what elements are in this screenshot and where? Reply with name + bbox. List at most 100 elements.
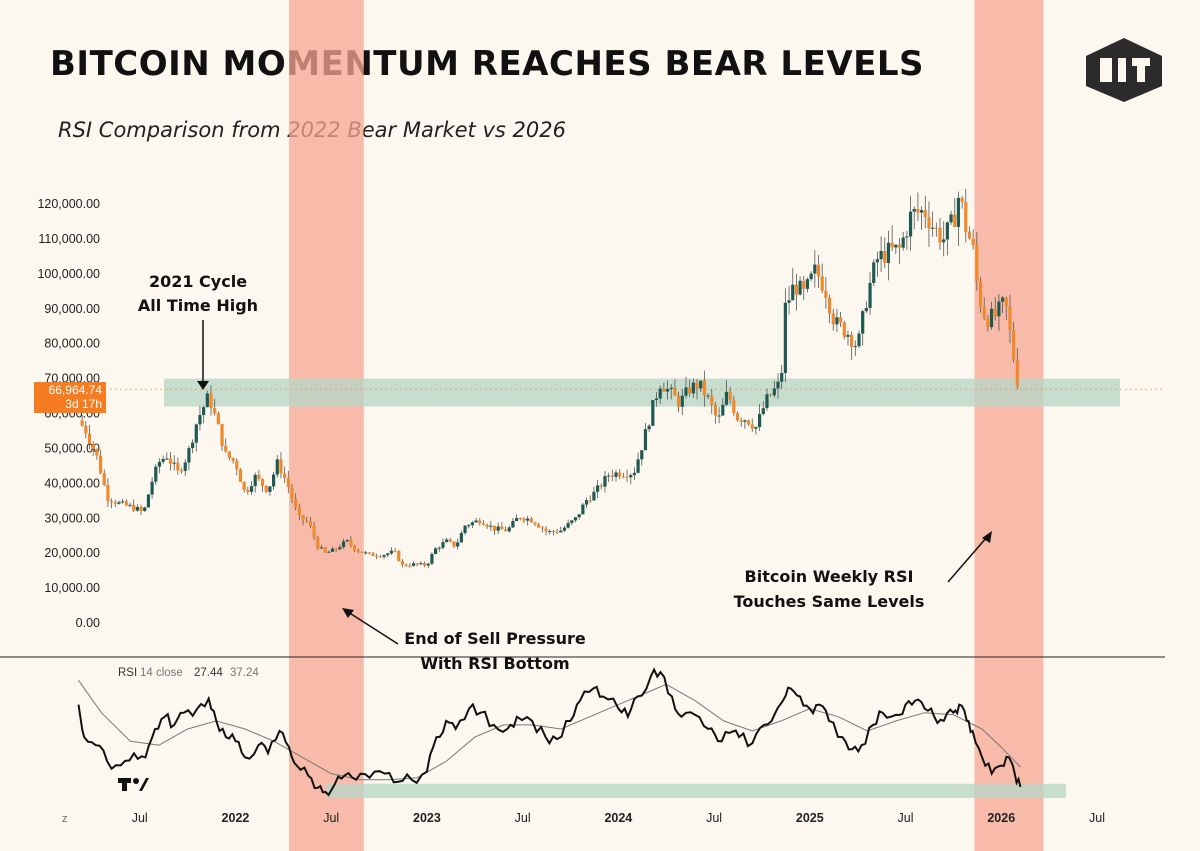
candle-bear [676, 395, 681, 407]
candle-bear [352, 545, 357, 551]
rsi-legend-ma-value: 37.24 [230, 667, 259, 679]
candle-bull [765, 394, 769, 409]
candle-bear [168, 458, 173, 464]
candle-bull [691, 382, 695, 394]
candle-bear [422, 563, 427, 566]
x-tick-label: Jul [132, 811, 148, 825]
candle-bull [341, 541, 346, 548]
candle-bull [919, 210, 924, 213]
candle-bear [393, 550, 397, 552]
candle-bear [305, 520, 309, 522]
candle-bear [982, 306, 986, 319]
candle-bear [283, 473, 287, 478]
candle-bull [150, 481, 154, 495]
candle-bear [897, 244, 902, 248]
candle-bull [584, 500, 589, 505]
y-tick-label: 30,000.00 [44, 511, 100, 525]
annotation-sell-arrow [347, 611, 399, 645]
candle-bull [190, 442, 195, 449]
candle-bear [978, 281, 983, 307]
candle-bear [827, 297, 832, 314]
candle-bull [275, 459, 279, 475]
candle-bear [404, 564, 408, 566]
candle-bear [967, 231, 972, 239]
candle-bear [349, 540, 353, 546]
annotation-sell-line1: End of Sell Pressure [404, 629, 586, 648]
y-tick-label: 50,000.00 [44, 441, 100, 455]
candle-bear [264, 485, 268, 492]
rsi-legend-value: 27.44 [194, 667, 223, 679]
candle-bull [562, 527, 567, 531]
highlight-band-2 [974, 0, 1044, 851]
candle-bear [209, 393, 213, 409]
candle-bull [559, 530, 563, 533]
candle-bear [492, 525, 497, 531]
candle-bear [934, 227, 938, 229]
price-badge-countdown: 3d 17h [65, 397, 102, 411]
candle-bull [868, 282, 872, 308]
candle-bear [400, 561, 405, 565]
candle-bull [577, 514, 581, 518]
x-tick-label: 2022 [222, 811, 250, 825]
candle-bull [743, 420, 747, 422]
candle-bear [802, 280, 806, 289]
candle-bear [84, 425, 88, 434]
support-zone-rsi [326, 783, 1066, 798]
candle-bull [776, 381, 780, 389]
candle-bull [721, 404, 725, 416]
candle-bear [98, 455, 103, 474]
candle-bull [364, 552, 368, 554]
candle-bull [684, 387, 688, 396]
candle-bull [253, 474, 257, 487]
candle-bear [816, 264, 821, 277]
candle-bear [769, 394, 773, 396]
candle-bull [853, 346, 857, 348]
x-tick-label: 2025 [796, 811, 824, 825]
candle-bear [235, 460, 239, 470]
candle-bear [367, 552, 371, 554]
candle-bear [842, 322, 846, 337]
candle-bear [746, 420, 751, 425]
candle-bull [592, 491, 596, 501]
candle-bear [540, 527, 544, 529]
candle-bear [478, 520, 482, 524]
candle-bear [139, 507, 143, 511]
candle-bear [132, 504, 136, 511]
y-tick-label: 90,000.00 [44, 302, 100, 316]
candle-bear [242, 481, 246, 490]
candle-bear [102, 473, 106, 485]
candle-bull [945, 222, 949, 240]
rsi-ma-line [78, 680, 1021, 781]
candle-bear [588, 500, 592, 502]
candle-bear [735, 413, 740, 421]
candle-bear [923, 210, 927, 218]
candle-bull [614, 472, 618, 477]
candle-bull [989, 308, 994, 328]
candle-bull [857, 333, 861, 347]
candle-bull [956, 197, 961, 227]
candle-bull [607, 475, 611, 477]
annotation-ath-line1: 2021 Cycle [149, 272, 247, 291]
candle-bear [824, 290, 828, 298]
candle-bear [739, 420, 743, 422]
candle-bull [669, 387, 673, 389]
candle-bull [901, 237, 905, 248]
candle-bear [227, 451, 232, 459]
candle-bull [183, 462, 187, 471]
candle-bear [257, 474, 261, 479]
candle-bull [433, 548, 438, 555]
candle-bear [702, 380, 706, 396]
candle-bull [566, 523, 570, 528]
annotation-ath-line2: All Time High [138, 296, 258, 315]
candle-bear [953, 214, 957, 227]
y-tick-label: 0.00 [76, 616, 100, 630]
candle-bull [665, 388, 670, 392]
candle-bear [124, 501, 128, 506]
candle-bull [912, 209, 916, 212]
candle-bear [452, 541, 456, 547]
candle-bull [699, 380, 703, 389]
annotation-rsi: Bitcoin Weekly RSI Touches Same Levels [734, 531, 992, 611]
candle-bull [783, 302, 787, 373]
candle-bear [95, 449, 99, 456]
